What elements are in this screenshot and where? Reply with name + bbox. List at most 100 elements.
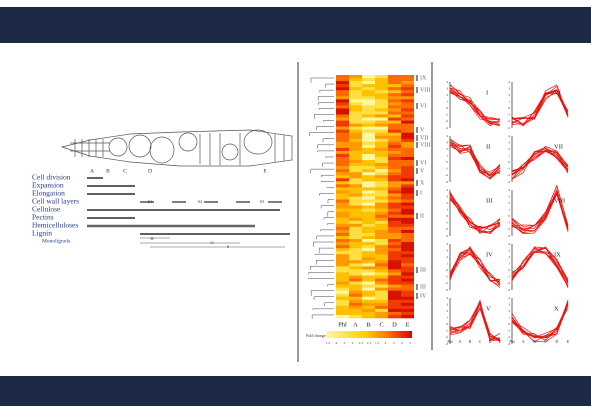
heatmap-cell bbox=[362, 278, 375, 282]
heatmap-cell bbox=[336, 239, 349, 243]
y-tick-label: 1 bbox=[508, 316, 510, 320]
heatmap-cell bbox=[388, 99, 401, 103]
y-tick-label: 2 bbox=[446, 309, 448, 313]
heatmap-cell bbox=[336, 235, 349, 240]
heatmap-cell bbox=[375, 138, 388, 143]
heatmap-cell bbox=[388, 120, 401, 124]
y-tick-label: -1 bbox=[507, 329, 510, 333]
heatmap-cell bbox=[362, 232, 375, 237]
y-tick-label: 1 bbox=[446, 100, 448, 104]
panel-label: II bbox=[486, 143, 490, 150]
cluster-bar bbox=[416, 267, 418, 273]
heatmap-cell bbox=[349, 308, 362, 313]
heatmap-cell bbox=[336, 150, 349, 155]
heatmap-cell bbox=[401, 147, 414, 152]
y-tick-label: 3 bbox=[508, 86, 510, 90]
x-tick-label: Phl bbox=[509, 339, 515, 344]
header-band bbox=[0, 7, 591, 43]
y-tick-label: -3 bbox=[445, 180, 448, 184]
heatmap-column-label: C bbox=[379, 321, 383, 328]
y-tick-label: 1 bbox=[446, 316, 448, 320]
process-label: Lignin bbox=[32, 229, 52, 238]
heatmap-cell bbox=[349, 239, 362, 243]
heatmap-cell bbox=[362, 299, 375, 304]
heatmap-cell bbox=[336, 284, 349, 288]
cluster-bar bbox=[416, 103, 418, 109]
y-tick-label: -3 bbox=[445, 288, 448, 292]
x-tick-label: B bbox=[469, 339, 472, 344]
process-label: Hemicelluloses bbox=[32, 221, 78, 230]
heatmap-cell bbox=[375, 96, 388, 100]
profile-line bbox=[511, 302, 569, 338]
heatmap-cell bbox=[362, 78, 375, 82]
y-tick-label: 3 bbox=[508, 302, 510, 306]
heatmap-cell bbox=[401, 287, 414, 291]
dendrogram-branches bbox=[307, 77, 334, 320]
heatmap-cell bbox=[336, 266, 349, 270]
heatmap-cell bbox=[362, 308, 375, 313]
y-tick-label: 0 bbox=[508, 322, 510, 326]
heatmap-cell bbox=[349, 99, 362, 103]
heatmap-cell bbox=[388, 314, 401, 319]
heatmap-cell bbox=[388, 172, 401, 176]
heatmap-cell bbox=[375, 111, 388, 115]
heatmap-cell bbox=[349, 184, 362, 188]
x-tick-label: C bbox=[544, 339, 547, 344]
profile-line bbox=[449, 247, 501, 286]
heatmap-cell bbox=[349, 129, 362, 134]
cluster-bar bbox=[416, 213, 418, 219]
heatmap-cell bbox=[401, 196, 414, 200]
cluster-bar bbox=[416, 127, 418, 133]
heatmap-cell bbox=[336, 178, 349, 182]
heatmap-cell bbox=[401, 135, 414, 140]
heatmap-cell bbox=[362, 251, 375, 255]
heatmap-cell bbox=[375, 147, 388, 152]
heatmap-cell bbox=[362, 144, 375, 149]
heatmap bbox=[336, 75, 414, 319]
heatmap-cell bbox=[375, 135, 388, 140]
x-tick-label: D bbox=[489, 339, 492, 344]
footer-band bbox=[0, 376, 591, 406]
heatmap-cell bbox=[388, 96, 401, 100]
heatmap-cell bbox=[375, 78, 388, 82]
heatmap-cell bbox=[362, 272, 375, 276]
heatmap-cell bbox=[362, 129, 375, 134]
heatmap-cell bbox=[362, 184, 375, 188]
heatmap-cell bbox=[401, 117, 414, 121]
heatmap-cell bbox=[388, 108, 401, 112]
heatmap-cell bbox=[336, 126, 349, 130]
cluster-bar bbox=[416, 87, 418, 93]
heatmap-cell bbox=[336, 105, 349, 109]
stem-drawing bbox=[60, 129, 293, 167]
heatmap-cell bbox=[375, 263, 388, 267]
heatmap-cell bbox=[336, 117, 349, 121]
heatmap-cell bbox=[375, 235, 388, 240]
legend-title: Fold change bbox=[306, 333, 326, 338]
heatmap-cell bbox=[336, 220, 349, 225]
y-tick-label: -1 bbox=[445, 221, 448, 225]
heatmap-cell bbox=[388, 284, 401, 288]
heatmap-cell bbox=[349, 193, 362, 197]
heatmap-cell bbox=[349, 105, 362, 109]
heatmap-cell bbox=[362, 235, 375, 240]
heatmap-cell bbox=[349, 181, 362, 185]
heatmap-cell bbox=[388, 90, 401, 94]
heatmap-cell bbox=[349, 175, 362, 179]
heatmap-cell bbox=[375, 220, 388, 225]
cluster-label: VI bbox=[420, 103, 426, 109]
cluster-label: VIII bbox=[420, 142, 430, 148]
heatmap-cell bbox=[362, 266, 375, 270]
heatmap-cell bbox=[401, 184, 414, 188]
heatmap-cell bbox=[336, 248, 349, 252]
heatmap-cell bbox=[362, 190, 375, 194]
y-tick-label: 4 bbox=[508, 188, 510, 192]
heatmap-cell bbox=[401, 223, 414, 228]
heatmap-cell bbox=[349, 226, 362, 231]
heatmap-cell bbox=[401, 141, 414, 146]
profile-line bbox=[511, 304, 569, 337]
heatmap-cell bbox=[375, 269, 388, 273]
heatmap-cell bbox=[375, 163, 388, 167]
heatmap-cell bbox=[388, 138, 401, 143]
heatmap-column-label: D bbox=[392, 321, 397, 328]
